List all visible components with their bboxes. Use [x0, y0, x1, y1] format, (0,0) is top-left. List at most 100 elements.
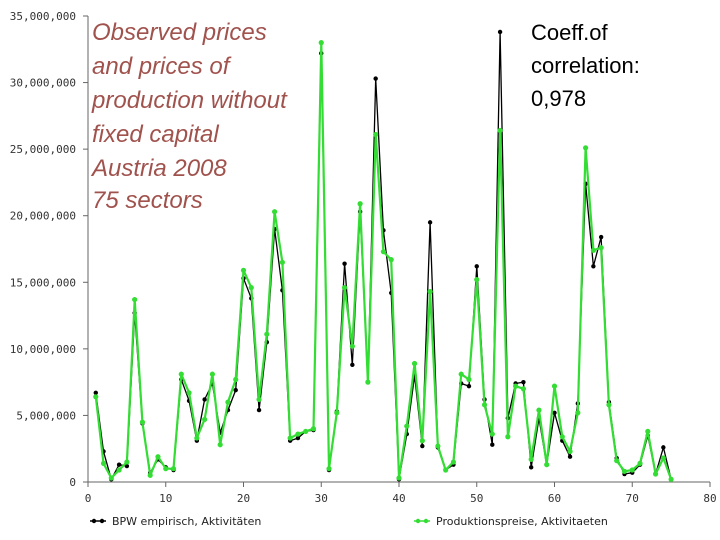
data-point — [272, 209, 278, 215]
data-point — [256, 407, 262, 413]
data-point — [404, 423, 410, 429]
data-point — [490, 442, 495, 447]
data-point — [645, 428, 651, 435]
legend-item: Produktionspreise, Aktivitaeten — [414, 515, 608, 528]
data-point — [240, 267, 247, 273]
correlation-annotation: Coeff.of correlation: 0,978 — [531, 20, 640, 111]
data-point — [178, 371, 184, 377]
data-point — [318, 40, 324, 46]
data-point — [310, 426, 317, 432]
data-point — [233, 387, 238, 393]
data-point — [411, 360, 418, 367]
data-point — [513, 383, 519, 389]
y-tick-label: 35,000,000 — [10, 10, 76, 23]
data-point — [349, 343, 355, 349]
x-tick-label: 80 — [703, 492, 716, 505]
data-point — [552, 410, 557, 415]
data-point — [661, 445, 666, 450]
data-point — [481, 402, 488, 408]
data-point — [334, 410, 340, 416]
y-tick-label: 15,000,000 — [10, 276, 76, 289]
legend-label: Produktionspreise, Aktivitaeten — [436, 515, 608, 528]
y-tick-label: 0 — [69, 476, 76, 489]
data-point — [521, 379, 526, 385]
data-point — [497, 127, 503, 134]
data-point — [217, 442, 223, 448]
data-point — [93, 394, 99, 400]
data-point — [373, 131, 379, 138]
legend-swatch-dot — [99, 518, 105, 524]
annotation-line-1: Coeff.of — [531, 20, 609, 45]
data-point — [629, 467, 635, 473]
data-point — [583, 145, 589, 151]
data-point — [420, 443, 425, 449]
data-point — [621, 468, 628, 474]
series-produktionspreise — [93, 40, 674, 482]
data-point — [202, 397, 207, 402]
title-line-3: production without — [91, 87, 288, 114]
legend: BPW empirisch, Aktivitäten Produktionspre… — [90, 515, 608, 528]
data-point — [155, 454, 161, 460]
data-point — [209, 371, 215, 377]
data-point — [170, 466, 177, 472]
data-point — [116, 467, 122, 473]
data-point — [660, 455, 666, 461]
data-point — [598, 234, 604, 240]
data-point — [139, 419, 146, 425]
data-point — [357, 201, 363, 207]
data-point — [598, 245, 604, 251]
data-point — [341, 285, 348, 291]
data-point — [264, 331, 270, 337]
data-point — [652, 471, 659, 477]
x-tick-label: 0 — [85, 492, 92, 505]
data-point — [116, 462, 122, 467]
x-tick-label: 30 — [315, 492, 328, 505]
x-tick-label: 40 — [392, 492, 405, 505]
data-point — [365, 379, 371, 385]
data-point — [108, 475, 114, 481]
data-point — [124, 463, 130, 469]
x-tick-label: 50 — [470, 492, 483, 505]
y-tick-label: 5,000,000 — [16, 409, 76, 422]
data-point — [350, 362, 355, 368]
data-point — [186, 390, 192, 396]
title-line-4: fixed capital — [92, 121, 219, 148]
data-point — [248, 285, 254, 291]
data-point — [614, 458, 620, 464]
data-point — [528, 456, 534, 462]
data-point — [427, 220, 433, 225]
data-point — [474, 264, 479, 269]
data-point — [163, 466, 169, 472]
data-point — [396, 475, 402, 481]
legend-item: BPW empirisch, Aktivitäten — [90, 515, 261, 528]
data-point — [279, 259, 285, 265]
title-line-6: 75 sectors — [92, 187, 203, 214]
data-point — [373, 76, 378, 81]
data-point — [380, 249, 387, 255]
data-point — [544, 462, 550, 468]
data-point — [591, 264, 596, 269]
data-point — [559, 434, 565, 440]
data-point — [194, 435, 200, 441]
data-point — [520, 386, 527, 392]
data-point — [202, 416, 208, 423]
data-point — [637, 460, 643, 466]
data-point — [256, 396, 262, 403]
data-point — [124, 459, 130, 465]
data-point — [225, 399, 231, 405]
data-point — [295, 435, 301, 441]
legend-swatch-dot — [423, 518, 429, 524]
data-point — [474, 277, 480, 283]
legend-swatch-dot — [415, 518, 421, 524]
data-point — [93, 390, 98, 395]
data-point — [132, 296, 138, 303]
legend-swatch-dot — [91, 518, 97, 524]
axes: 0 5,000,000 10,000,000 15,000,000 20,000,000… — [10, 10, 717, 505]
data-point — [466, 376, 472, 383]
data-point — [326, 466, 332, 472]
annotation-line-2: correlation: — [531, 53, 640, 78]
data-point — [287, 435, 293, 441]
data-point — [147, 472, 153, 478]
x-tick-label: 70 — [626, 492, 639, 505]
